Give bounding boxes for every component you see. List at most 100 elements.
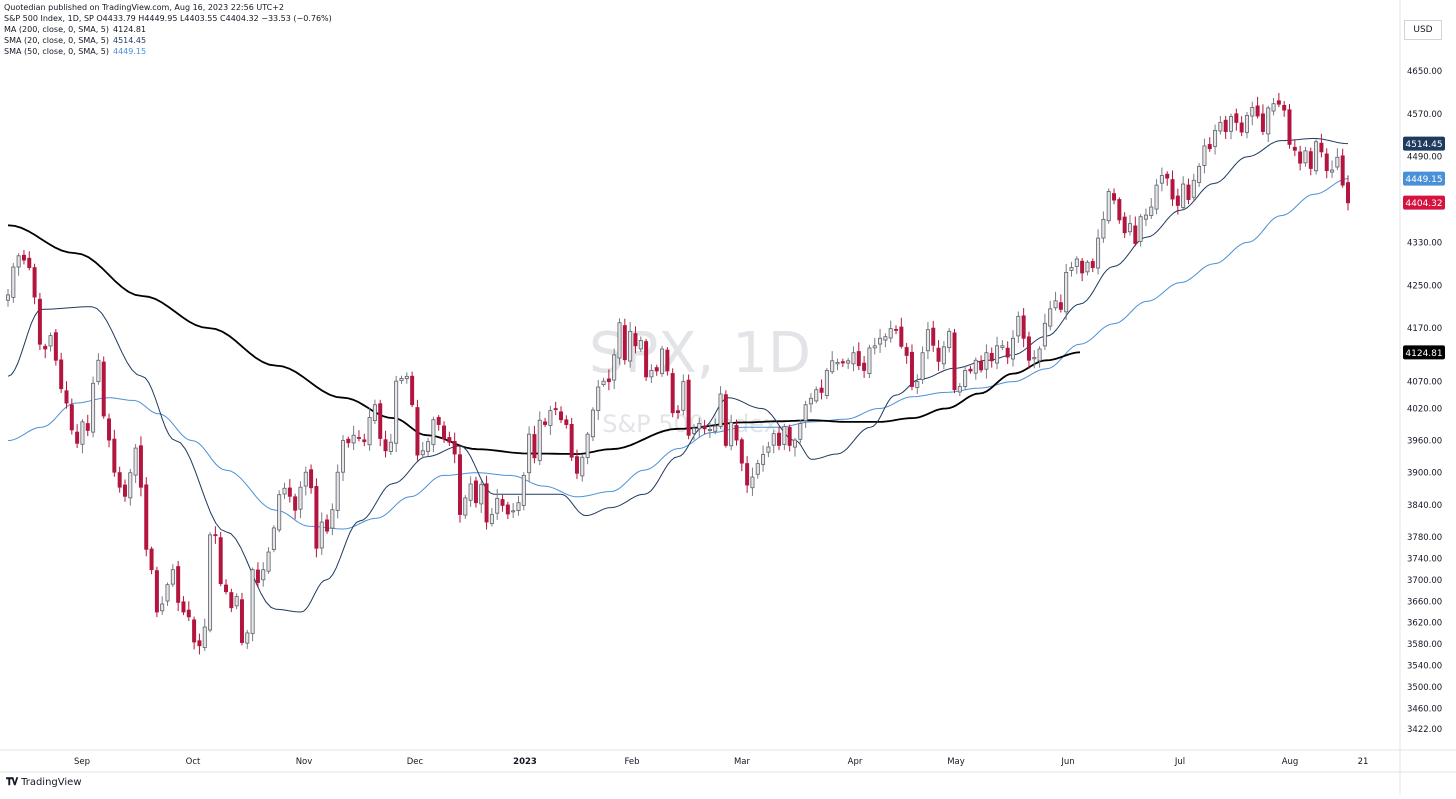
- candle-body[interactable]: [21, 254, 26, 261]
- candle-body[interactable]: [91, 382, 96, 433]
- candle-body[interactable]: [963, 370, 968, 387]
- tradingview-logo[interactable]: 𝐓𝐕 TradingView: [6, 777, 82, 788]
- candle-body[interactable]: [596, 386, 601, 411]
- candle-body[interactable]: [420, 450, 425, 456]
- candle-body[interactable]: [468, 483, 473, 501]
- candle-body[interactable]: [1005, 347, 1010, 358]
- candle-body[interactable]: [144, 484, 149, 550]
- candle-body[interactable]: [1229, 116, 1234, 132]
- candle-body[interactable]: [824, 370, 829, 396]
- candle-body[interactable]: [585, 433, 590, 458]
- candle-body[interactable]: [511, 510, 516, 513]
- candle-body[interactable]: [319, 521, 324, 549]
- candle-body[interactable]: [1026, 336, 1031, 361]
- candle-body[interactable]: [559, 411, 564, 421]
- candle-body[interactable]: [904, 347, 909, 356]
- candle-body[interactable]: [1021, 315, 1026, 339]
- candle-body[interactable]: [553, 408, 558, 410]
- candle-body[interactable]: [224, 584, 229, 593]
- candle-body[interactable]: [979, 360, 984, 371]
- candle-body[interactable]: [122, 484, 127, 497]
- candle-body[interactable]: [739, 439, 744, 464]
- candle-body[interactable]: [814, 389, 819, 402]
- candle-body[interactable]: [176, 566, 181, 603]
- candle-body[interactable]: [1154, 184, 1159, 210]
- candle-body[interactable]: [1346, 182, 1350, 204]
- candle-body[interactable]: [872, 345, 877, 349]
- candle-body[interactable]: [399, 378, 404, 382]
- candle-body[interactable]: [229, 592, 234, 609]
- candle-body[interactable]: [1191, 179, 1196, 198]
- candle-body[interactable]: [1276, 100, 1281, 105]
- candle-body[interactable]: [64, 390, 69, 404]
- candle-body[interactable]: [410, 375, 415, 406]
- candle-body[interactable]: [388, 441, 393, 452]
- candle-body[interactable]: [1175, 195, 1180, 206]
- candle-body[interactable]: [766, 446, 771, 453]
- candle-body[interactable]: [612, 354, 617, 381]
- candle-body[interactable]: [819, 387, 824, 393]
- candle-body[interactable]: [1181, 183, 1186, 208]
- candle-body[interactable]: [862, 362, 867, 371]
- candle-body[interactable]: [101, 361, 106, 417]
- candle-body[interactable]: [638, 340, 643, 350]
- candle-body[interactable]: [80, 421, 85, 445]
- candle-body[interactable]: [309, 469, 314, 489]
- candle-body[interactable]: [580, 456, 585, 477]
- candle-body[interactable]: [1287, 109, 1292, 145]
- candle-body[interactable]: [947, 330, 952, 349]
- candle-body[interactable]: [1069, 267, 1074, 271]
- candle-body[interactable]: [426, 441, 431, 452]
- sma50-legend[interactable]: SMA (50, close, 0, SMA, 5) 4449.15: [4, 46, 332, 57]
- candle-body[interactable]: [909, 351, 914, 387]
- candle-body[interactable]: [452, 440, 457, 455]
- candle-body[interactable]: [750, 476, 755, 489]
- candle-body[interactable]: [830, 360, 835, 373]
- candle-body[interactable]: [1298, 151, 1303, 164]
- candle-body[interactable]: [298, 486, 303, 510]
- candle-body[interactable]: [920, 352, 925, 381]
- candle-body[interactable]: [548, 410, 553, 426]
- candle-body[interactable]: [112, 438, 117, 473]
- candle-body[interactable]: [1319, 142, 1324, 153]
- candle-body[interactable]: [463, 497, 468, 516]
- candle-body[interactable]: [1117, 199, 1122, 221]
- candle-body[interactable]: [282, 487, 287, 495]
- candle-body[interactable]: [351, 434, 356, 444]
- candle-body[interactable]: [1239, 122, 1244, 133]
- candle-body[interactable]: [250, 569, 255, 634]
- candle-body[interactable]: [271, 527, 276, 550]
- candle-body[interactable]: [85, 423, 90, 431]
- candle-body[interactable]: [564, 419, 569, 425]
- candle-body[interactable]: [899, 326, 904, 347]
- candle-body[interactable]: [149, 548, 154, 571]
- candle-body[interactable]: [160, 603, 165, 612]
- ma200-legend[interactable]: MA (200, close, 0, SMA, 5) 4124.81: [4, 24, 332, 35]
- candle-body[interactable]: [356, 437, 361, 439]
- candle-body[interactable]: [1090, 261, 1095, 268]
- candle-body[interactable]: [941, 346, 946, 365]
- candle-body[interactable]: [1260, 113, 1265, 132]
- candle-body[interactable]: [346, 438, 351, 444]
- candle-body[interactable]: [335, 471, 340, 511]
- candle-body[interactable]: [16, 255, 21, 268]
- candle-body[interactable]: [654, 367, 659, 372]
- candle-body[interactable]: [239, 599, 244, 643]
- candle-body[interactable]: [181, 601, 186, 613]
- candle-body[interactable]: [973, 359, 978, 374]
- candle-body[interactable]: [1282, 104, 1287, 111]
- candle-body[interactable]: [1186, 184, 1191, 200]
- candle-body[interactable]: [808, 397, 813, 405]
- candle-body[interactable]: [537, 419, 542, 461]
- candle-body[interactable]: [1271, 103, 1276, 112]
- candle-body[interactable]: [154, 570, 159, 613]
- candle-body[interactable]: [133, 447, 138, 476]
- candle-body[interactable]: [436, 417, 441, 425]
- candle-body[interactable]: [1165, 173, 1170, 179]
- candle-body[interactable]: [362, 439, 367, 443]
- candle-body[interactable]: [888, 328, 893, 339]
- candle-body[interactable]: [1133, 225, 1138, 244]
- candle-body[interactable]: [617, 322, 622, 359]
- candle-body[interactable]: [1223, 119, 1228, 132]
- candle-body[interactable]: [1197, 165, 1202, 183]
